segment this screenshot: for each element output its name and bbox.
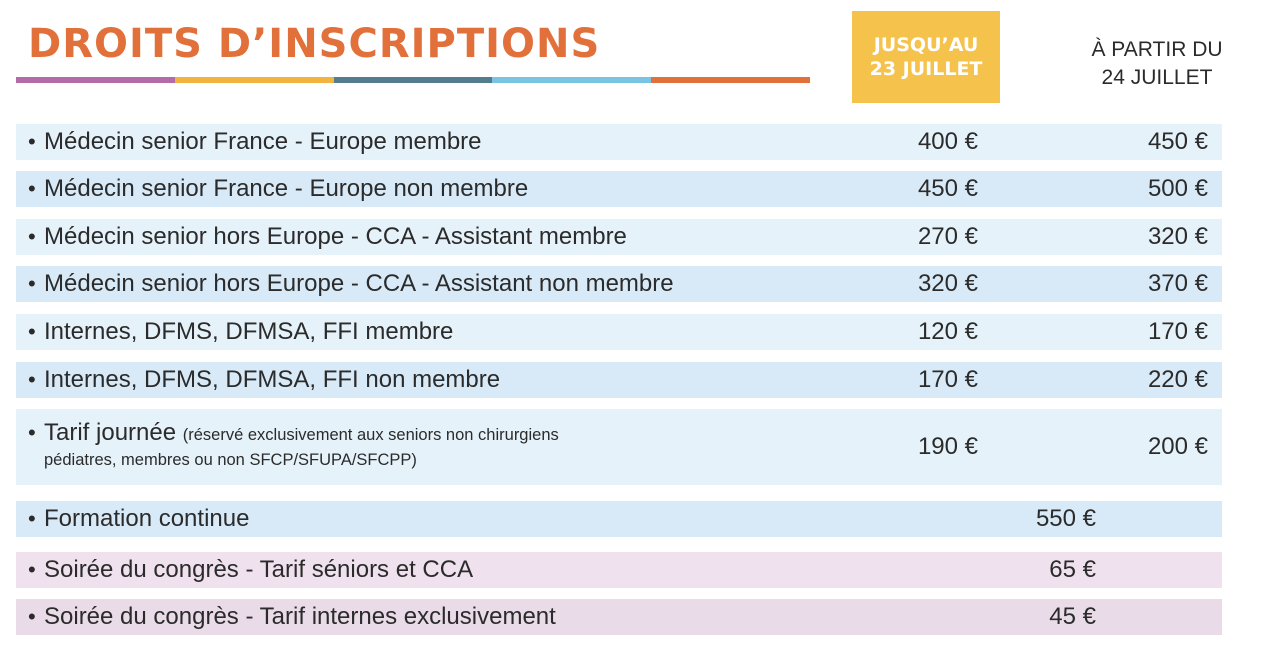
table-row: • Médecin senior hors Europe - CCA - Ass… xyxy=(16,266,1222,302)
table-row: • Médecin senior France - Europe non mem… xyxy=(16,171,1222,207)
table-row: • Formation continue 550 € xyxy=(16,501,1222,537)
row-note-line1: (réservé exclusivement aux seniors non c… xyxy=(182,426,559,444)
table-row: • Internes, DFMS, DFMSA, FFI non membre … xyxy=(16,362,1222,398)
late-price: 370 € xyxy=(1147,270,1208,297)
bar-segment-purple xyxy=(16,77,175,83)
early-price: 320 € xyxy=(917,270,978,297)
early-price: 190 € xyxy=(917,433,978,460)
bullet: • xyxy=(28,604,36,629)
single-price: 550 € xyxy=(1035,505,1096,532)
table-row: • Soirée du congrès - Tarif séniors et C… xyxy=(16,552,1222,588)
bullet: • xyxy=(28,319,36,344)
row-label: Soirée du congrès - Tarif internes exclu… xyxy=(44,603,556,630)
table-row: • Soirée du congrès - Tarif internes exc… xyxy=(16,599,1222,635)
row-label: Médecin senior France - Europe non membr… xyxy=(44,175,529,202)
single-price: 45 € xyxy=(1049,603,1096,630)
early-price: 170 € xyxy=(917,366,978,393)
row-label: Internes, DFMS, DFMSA, FFI non membre xyxy=(44,366,501,393)
table-row: • Tarif journée (réservé exclusivement a… xyxy=(16,409,1222,485)
bullet: • xyxy=(28,176,36,201)
row-label-main: Tarif journée xyxy=(44,419,177,446)
early-price: 450 € xyxy=(917,175,978,202)
bullet: • xyxy=(28,271,36,296)
late-price: 450 € xyxy=(1147,128,1208,155)
row-label: Médecin senior hors Europe - CCA - Assis… xyxy=(44,223,627,250)
table-row: • Médecin senior hors Europe - CCA - Ass… xyxy=(16,219,1222,255)
row-label: Soirée du congrès - Tarif séniors et CCA xyxy=(44,556,474,583)
single-price: 65 € xyxy=(1049,556,1096,583)
late-rate-header-line2: 24 JUILLET xyxy=(1101,66,1213,89)
late-price: 170 € xyxy=(1147,318,1208,345)
bar-segment-slate xyxy=(333,77,493,83)
late-price: 220 € xyxy=(1147,366,1208,393)
row-note-line2: pédiatres, membres ou non SFCP/SFUPA/SFC… xyxy=(44,451,417,469)
page-title: DROITS D’INSCRIPTIONS xyxy=(28,21,601,67)
row-label: Médecin senior France - Europe membre xyxy=(44,128,482,155)
late-price: 200 € xyxy=(1147,433,1208,460)
late-price: 500 € xyxy=(1147,175,1208,202)
late-rate-header: À PARTIR DU 24 JUILLET xyxy=(1052,36,1262,92)
row-label: Médecin senior hors Europe - CCA - Assis… xyxy=(44,270,674,297)
late-rate-header-line1: À PARTIR DU xyxy=(1091,38,1223,61)
bullet: • xyxy=(28,367,36,392)
title-color-bar xyxy=(16,77,810,83)
table-row: • Médecin senior France - Europe membre … xyxy=(16,124,1222,160)
row-label: Tarif journée (réservé exclusivement aux… xyxy=(44,419,559,471)
early-price: 120 € xyxy=(917,318,978,345)
row-label: Internes, DFMS, DFMSA, FFI membre xyxy=(44,318,454,345)
bar-segment-orange xyxy=(651,77,810,83)
early-price: 270 € xyxy=(917,223,978,250)
bullet: • xyxy=(28,224,36,249)
early-price: 400 € xyxy=(917,128,978,155)
bullet: • xyxy=(28,506,36,531)
bullet: • xyxy=(28,557,36,582)
table-row: • Internes, DFMS, DFMSA, FFI membre 120 … xyxy=(16,314,1222,350)
early-rate-header: JUSQU’AU 23 JUILLET xyxy=(852,11,1000,103)
bar-segment-yellow xyxy=(174,77,334,83)
late-price: 320 € xyxy=(1147,223,1208,250)
row-label: Formation continue xyxy=(44,505,250,532)
bullet: • xyxy=(28,420,36,445)
early-rate-header-line2: 23 JUILLET xyxy=(869,58,983,80)
bullet: • xyxy=(28,129,36,154)
early-rate-header-line1: JUSQU’AU xyxy=(873,34,979,56)
bar-segment-light-blue xyxy=(492,77,652,83)
